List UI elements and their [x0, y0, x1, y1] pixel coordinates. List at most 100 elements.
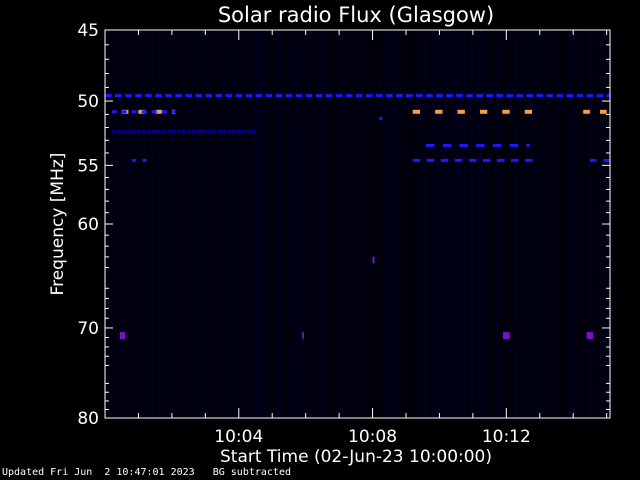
emission-segment [454, 158, 463, 162]
noise-column [564, 31, 566, 417]
noise-column [484, 31, 486, 417]
noise-column [246, 31, 248, 417]
noise-column [516, 31, 518, 417]
noise-column [160, 31, 162, 417]
noise-column [234, 31, 236, 417]
emission-segment [105, 94, 112, 98]
emission-segment [536, 94, 544, 98]
noise-column [464, 31, 466, 417]
noise-column [596, 31, 598, 417]
noise-column [552, 31, 554, 417]
noise-column [214, 31, 216, 417]
emission-segment [492, 143, 502, 147]
noise-column [366, 31, 368, 417]
emission-segment [215, 94, 223, 98]
noise-column [358, 31, 360, 417]
x-axis-ticks: 10:04 10:08 10:12 [137, 30, 608, 447]
noise-column [562, 31, 564, 417]
noise-column [588, 31, 590, 417]
emission-segment [138, 109, 146, 114]
noise-column [192, 31, 194, 417]
noise-column [508, 31, 510, 417]
emission-segment [446, 94, 453, 98]
noise-column [392, 31, 394, 417]
noise-column [330, 31, 332, 417]
noise-column [502, 31, 504, 417]
emission-segment [265, 94, 273, 98]
emission-segment [385, 94, 393, 98]
noise-column [280, 31, 282, 417]
emission-segment [435, 109, 443, 114]
noise-column [350, 31, 352, 417]
noise-column [254, 31, 256, 417]
noise-column [122, 31, 124, 417]
emission-segment [155, 109, 162, 114]
emission-segment [161, 110, 167, 114]
noise-column [276, 31, 278, 417]
emission-segment [237, 129, 242, 133]
noise-column [208, 31, 210, 417]
emission-segment [524, 109, 533, 114]
noise-column [554, 31, 556, 417]
noise-column [450, 31, 452, 417]
noise-column [470, 31, 472, 417]
noise-column [142, 31, 144, 417]
emission-segment [171, 110, 176, 114]
noise-column [378, 31, 380, 417]
emission-segment [459, 143, 468, 147]
emission-segment [305, 94, 313, 98]
emission-segment [457, 109, 465, 114]
noise-column [342, 31, 344, 417]
noise-column [310, 31, 312, 417]
noise-column [496, 31, 498, 417]
noise-column [172, 31, 174, 417]
noise-column [510, 31, 512, 417]
noise-column [260, 31, 262, 417]
noise-column [356, 31, 358, 417]
emission-segment [252, 129, 256, 133]
noise-column [298, 31, 300, 417]
emission-segment [586, 332, 594, 340]
emission-segment [207, 129, 211, 133]
noise-column [336, 31, 338, 417]
noise-column [404, 31, 406, 417]
noise-column [598, 31, 600, 417]
emission-segment [295, 94, 303, 98]
noise-column [498, 31, 500, 417]
noise-column [544, 31, 546, 417]
emission-segment [486, 94, 493, 98]
noise-column [398, 31, 400, 417]
noise-column [542, 31, 544, 417]
noise-column [268, 31, 270, 417]
noise-column [286, 31, 288, 417]
noise-column [558, 31, 560, 417]
x-tick-label: 10:04 [214, 427, 263, 447]
status-footer: Updated Fri Jun 2 10:47:01 2023 BG subtr… [2, 467, 291, 478]
noise-column [204, 31, 206, 417]
noise-column [384, 31, 386, 417]
noise-column [526, 31, 528, 417]
noise-column [216, 31, 218, 417]
noise-column [296, 31, 298, 417]
emission-segment [232, 129, 237, 133]
noise-column [434, 31, 436, 417]
noise-column [432, 31, 434, 417]
noise-column [148, 31, 150, 417]
noise-column [488, 31, 490, 417]
noise-column [500, 31, 502, 417]
emission-segment [365, 94, 373, 98]
noise-column [292, 31, 294, 417]
noise-column [414, 31, 416, 417]
emission-segment [335, 94, 343, 98]
emission-segment [426, 94, 433, 98]
noise-column [114, 31, 116, 417]
emission-segment [126, 129, 131, 133]
noise-column [578, 31, 580, 417]
noise-column [308, 31, 310, 417]
emission-segment [175, 94, 182, 98]
noise-column [258, 31, 260, 417]
noise-column [290, 31, 292, 417]
noise-column [568, 31, 570, 417]
emission-segment [247, 129, 252, 133]
noise-column [492, 31, 494, 417]
